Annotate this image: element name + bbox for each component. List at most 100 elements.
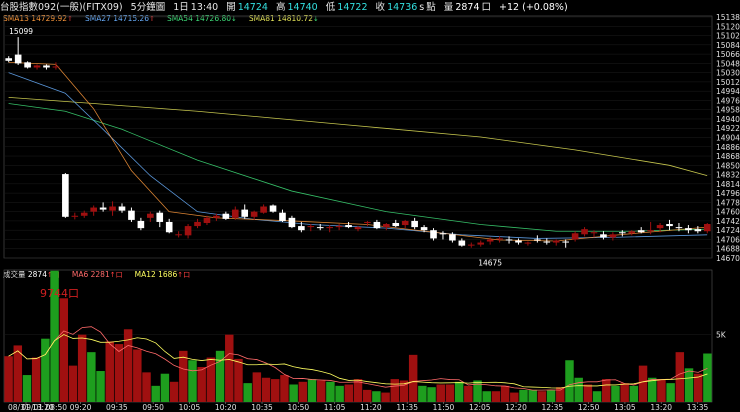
volume-bar (684, 368, 694, 402)
x-tick-label: 11:20 (360, 403, 382, 412)
price-tick-label: 14796 (716, 189, 740, 198)
volume-bar (427, 387, 436, 402)
volume-bar (362, 389, 372, 402)
candle-body (345, 225, 352, 228)
ma-legend-item-arrow: ↓ (313, 15, 319, 23)
volume-bar (657, 379, 666, 402)
x-tick-label: 13:20 (650, 403, 672, 412)
price-annotation: 15099 (9, 27, 33, 36)
volume-ma6-line (8, 326, 708, 391)
volume-bar (556, 387, 565, 402)
candle-body (222, 213, 230, 219)
volume-bar (372, 391, 381, 402)
volume-bar (96, 371, 105, 402)
candle-body (458, 240, 466, 246)
volume-bar (381, 392, 390, 402)
x-tick-label: 10:50 (288, 403, 310, 412)
price-tick-label: 14904 (716, 134, 740, 143)
candle-body (486, 239, 494, 242)
candle-body (260, 206, 267, 213)
x-tick-label: 11:50 (433, 403, 455, 412)
candle-body (666, 224, 673, 227)
ma-legend-item-arrow: ↑ (149, 15, 155, 23)
change-value: +12 (+0.08%) (499, 2, 568, 13)
candle-body (581, 229, 588, 235)
volume-bar (252, 372, 262, 402)
price-tick-label: 15102 (716, 32, 740, 41)
volume-bar (68, 365, 78, 402)
candle-body (43, 65, 50, 68)
volume-bar (243, 383, 252, 402)
volume-bar (408, 354, 418, 402)
x-tick-label: 11:05 (324, 403, 346, 412)
volume-bar (528, 389, 537, 402)
volume-bar (123, 329, 133, 402)
candle-body (5, 58, 13, 61)
ma-legend-item-value: 14729.92 (31, 14, 68, 23)
price-tick-label: 14976 (716, 96, 740, 105)
x-tick-label: 11:35 (396, 403, 418, 412)
volume-bar (13, 345, 23, 402)
x-tick-label: 12:50 (578, 403, 600, 412)
candle-body (600, 234, 607, 238)
ma-legend-item-label: SMA54 (166, 14, 196, 23)
candle-body (401, 220, 409, 226)
volume-bar (473, 380, 482, 402)
volume-bar (693, 373, 703, 402)
volume-bar (537, 391, 547, 402)
ma-legend-item-value: 14715.26 (113, 14, 150, 23)
volume-bar (344, 384, 354, 402)
candle-body (109, 206, 116, 211)
candle-body (685, 228, 692, 231)
volume-bar (261, 377, 271, 402)
ma-legend-item-value: 14726.80 (195, 14, 232, 23)
volume-bar (592, 391, 602, 402)
x-tick-label: 09:50 (142, 403, 164, 412)
candle-body (326, 227, 333, 229)
volume-bar (169, 381, 179, 402)
volume-bar (133, 349, 142, 402)
high-value: 14740 (287, 2, 318, 13)
candle-body (203, 217, 211, 223)
candle-body (307, 226, 315, 228)
s-label: s (419, 2, 425, 13)
ma-legend-item-sma54: SMA54 14726.80↓ (167, 14, 243, 23)
volume-bar (307, 379, 317, 402)
candle-body (62, 174, 69, 217)
volume-bar (197, 366, 206, 402)
volume-bar (703, 353, 712, 402)
price-tick-label: 15012 (716, 78, 740, 87)
candle-body (71, 215, 79, 217)
vol-legend-item-arrow: ↑口 (177, 271, 191, 279)
candle-body (24, 62, 31, 68)
volume-bar (546, 389, 556, 402)
volume-bar (500, 385, 510, 402)
low-label: 低 (325, 2, 336, 13)
x-tick-label: 10:20 (215, 403, 237, 412)
volume-ma12-line (8, 334, 708, 389)
volume-bar (31, 357, 41, 402)
ma-legend-item-label: SMA81 (248, 14, 278, 23)
candle-body (496, 238, 503, 240)
candle-body (213, 215, 220, 218)
candle-body (33, 65, 41, 68)
ma-legend-item-arrow: ↓ (231, 15, 237, 23)
instrument-title: 台股指數092(一般)(FITX09) (0, 2, 123, 13)
volume-bar (353, 379, 363, 402)
candle-body (505, 239, 513, 241)
ma-legend-item-label: SMA13 (3, 14, 32, 23)
volume-label: 量 (443, 2, 454, 13)
volume-bar (142, 372, 151, 402)
candle-body (184, 226, 192, 236)
interval-label: 5分鐘圖 (130, 2, 166, 13)
candle-body (269, 205, 277, 212)
candle-body (411, 220, 418, 228)
candle-body (52, 66, 60, 68)
price-tick-label: 14688 (716, 245, 740, 254)
price-tick-label: 14814 (716, 180, 740, 189)
candle-body (364, 221, 371, 223)
volume-bar (151, 385, 160, 402)
candle-body (241, 209, 249, 217)
close-label: 收 (375, 2, 386, 13)
candle-body (231, 209, 239, 218)
